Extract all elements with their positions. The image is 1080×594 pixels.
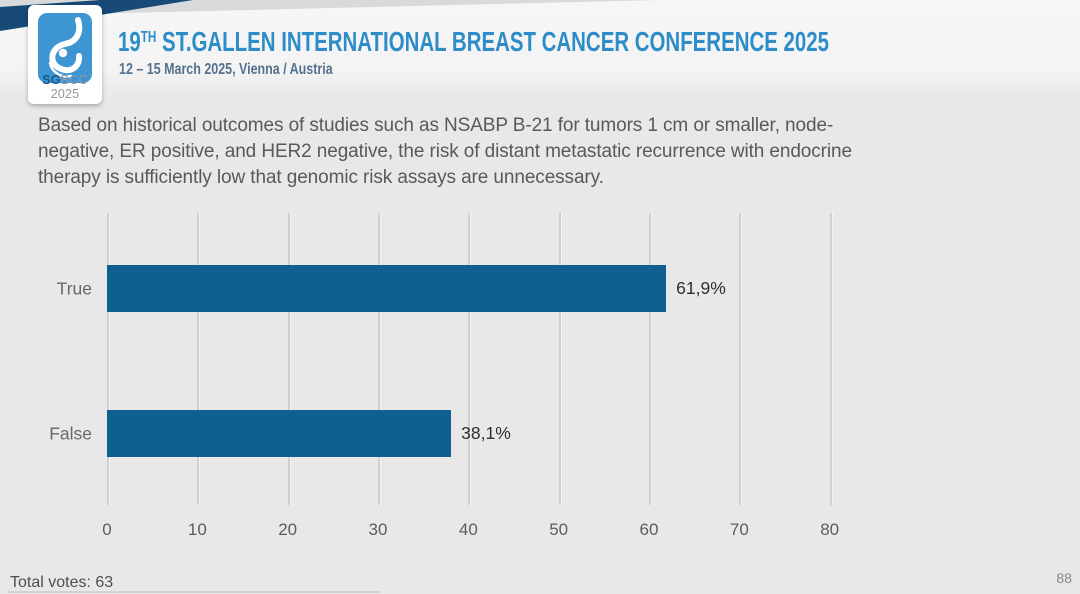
x-axis-tick-label: 70 bbox=[729, 520, 749, 539]
bar-false bbox=[107, 410, 452, 457]
bar-row-true: True 61,9% bbox=[57, 265, 920, 312]
sgbcc-logo-card: SGBCC 2025 bbox=[28, 5, 102, 104]
conference-title: 19TH ST.GALLEN INTERNATIONAL BREAST CANC… bbox=[118, 26, 829, 58]
x-axis-tick-label: 0 bbox=[102, 520, 112, 539]
slide-page-number: 88 bbox=[1056, 570, 1072, 586]
logo-caption-rest: BCC 2025 bbox=[50, 73, 88, 101]
x-axis-tick-label: 30 bbox=[368, 520, 388, 539]
gridline-x-70 bbox=[739, 213, 742, 505]
question-line: Based on historical outcomes of studies … bbox=[38, 115, 834, 136]
sgbcc-breast-drop-icon bbox=[48, 17, 83, 78]
title-rest: ST.GALLEN INTERNATIONAL BREAST CANCER CO… bbox=[156, 26, 830, 57]
poll-question: Based on historical outcomes of studies … bbox=[38, 113, 1038, 191]
x-axis-tick-label: 80 bbox=[820, 520, 840, 539]
footer-divider bbox=[8, 591, 380, 593]
x-axis-tick-label: 60 bbox=[639, 520, 659, 539]
gridline-x-80 bbox=[829, 213, 832, 505]
question-line: therapy is sufficiently low that genomic… bbox=[38, 167, 604, 188]
x-axis-tick-label: 40 bbox=[458, 520, 478, 539]
header-band bbox=[0, 0, 1080, 98]
x-axis-tick-label: 50 bbox=[549, 520, 569, 539]
title-ordinal-sup: TH bbox=[140, 29, 157, 46]
logo-caption: SGBCC 2025 bbox=[28, 73, 102, 101]
logo-caption-sg: SG bbox=[42, 73, 61, 87]
gridline-x-10 bbox=[197, 213, 200, 505]
category-label-true: True bbox=[56, 278, 92, 298]
conference-date-location: 12 – 15 March 2025, Vienna / Austria bbox=[119, 61, 333, 78]
poll-results-bar-chart: 0 10 20 30 40 50 60 70 80 True 61,9% False 38,1% bbox=[49, 213, 920, 539]
x-axis-tick-label: 20 bbox=[278, 520, 298, 539]
gridline-x-20 bbox=[287, 213, 290, 505]
question-line: negative, ER positive, and HER2 negative… bbox=[38, 141, 852, 162]
bar-true bbox=[107, 265, 667, 312]
category-label-false: False bbox=[49, 423, 92, 443]
gridline-x-0 bbox=[107, 213, 109, 505]
total-votes-label: Total votes: 63 bbox=[10, 574, 114, 591]
gridline-x-50 bbox=[558, 213, 561, 505]
gridline-x-60 bbox=[648, 213, 651, 505]
gridline-x-40 bbox=[468, 213, 471, 505]
title-number: 19 bbox=[118, 26, 141, 57]
value-label-false: 38,1% bbox=[461, 423, 511, 443]
bar-row-false: False 38,1% bbox=[49, 410, 920, 457]
sgbcc-logo bbox=[38, 13, 92, 83]
gridline-x-30 bbox=[377, 213, 380, 505]
x-axis-tick-label: 10 bbox=[187, 520, 207, 539]
value-label-true: 61,9% bbox=[676, 278, 726, 298]
